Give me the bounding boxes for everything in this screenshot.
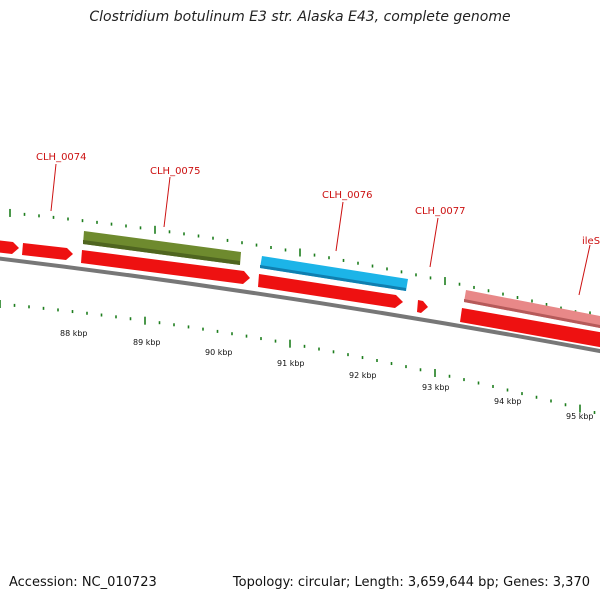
kbp-label: 92 kbp bbox=[349, 371, 377, 380]
leader-line-clh-0076 bbox=[335, 201, 344, 252]
feature-bar-blue-shadow bbox=[260, 265, 406, 291]
feature-bar-pink-shadow bbox=[464, 299, 600, 329]
leader-line-clh-0074 bbox=[50, 163, 57, 212]
gene-label-clh-0075[interactable]: CLH_0075 bbox=[150, 166, 201, 177]
lower-tick-row bbox=[0, 300, 596, 415]
cds-arrow-clh-0074[interactable] bbox=[22, 243, 73, 260]
kbp-label: 89 kbp bbox=[133, 338, 161, 347]
gene-label-iles[interactable]: ileS bbox=[582, 236, 600, 247]
cds-arrow-clh-0077[interactable] bbox=[417, 300, 428, 313]
accession-text: Accession: NC_010723 bbox=[9, 575, 157, 590]
gene-label-clh-0076[interactable]: CLH_0076 bbox=[322, 190, 373, 201]
kbp-label: 90 kbp bbox=[205, 348, 233, 357]
feature-bar-green-shadow bbox=[83, 240, 240, 265]
cds-arrow-clh-0076[interactable] bbox=[258, 274, 403, 308]
kbp-label: 94 kbp bbox=[494, 397, 522, 406]
leader-line-clh-0075 bbox=[163, 176, 171, 228]
kbp-label: 93 kbp bbox=[422, 383, 450, 392]
cds-arrow-iles[interactable] bbox=[460, 308, 600, 348]
cds-arrow-left-edge[interactable] bbox=[0, 240, 19, 254]
genome-summary-text: Topology: circular; Length: 3,659,644 bp… bbox=[232, 575, 590, 590]
gene-label-clh-0077[interactable]: CLH_0077 bbox=[415, 206, 466, 217]
feature-bar-blue[interactable] bbox=[260, 256, 408, 291]
kbp-label: 88 kbp bbox=[60, 329, 88, 338]
genome-backbone bbox=[0, 256, 600, 354]
genome-title: Clostridium botulinum E3 str. Alaska E43… bbox=[89, 9, 511, 25]
leader-line-clh-0077 bbox=[429, 217, 439, 268]
kbp-label: 95 kbp bbox=[566, 412, 594, 421]
upper-tick-row bbox=[9, 208, 591, 320]
leader-line-iles bbox=[578, 244, 591, 296]
gene-label-clh-0074[interactable]: CLH_0074 bbox=[36, 152, 87, 163]
kbp-label: 91 kbp bbox=[277, 359, 305, 368]
cds-arrow-clh-0075[interactable] bbox=[81, 250, 250, 284]
